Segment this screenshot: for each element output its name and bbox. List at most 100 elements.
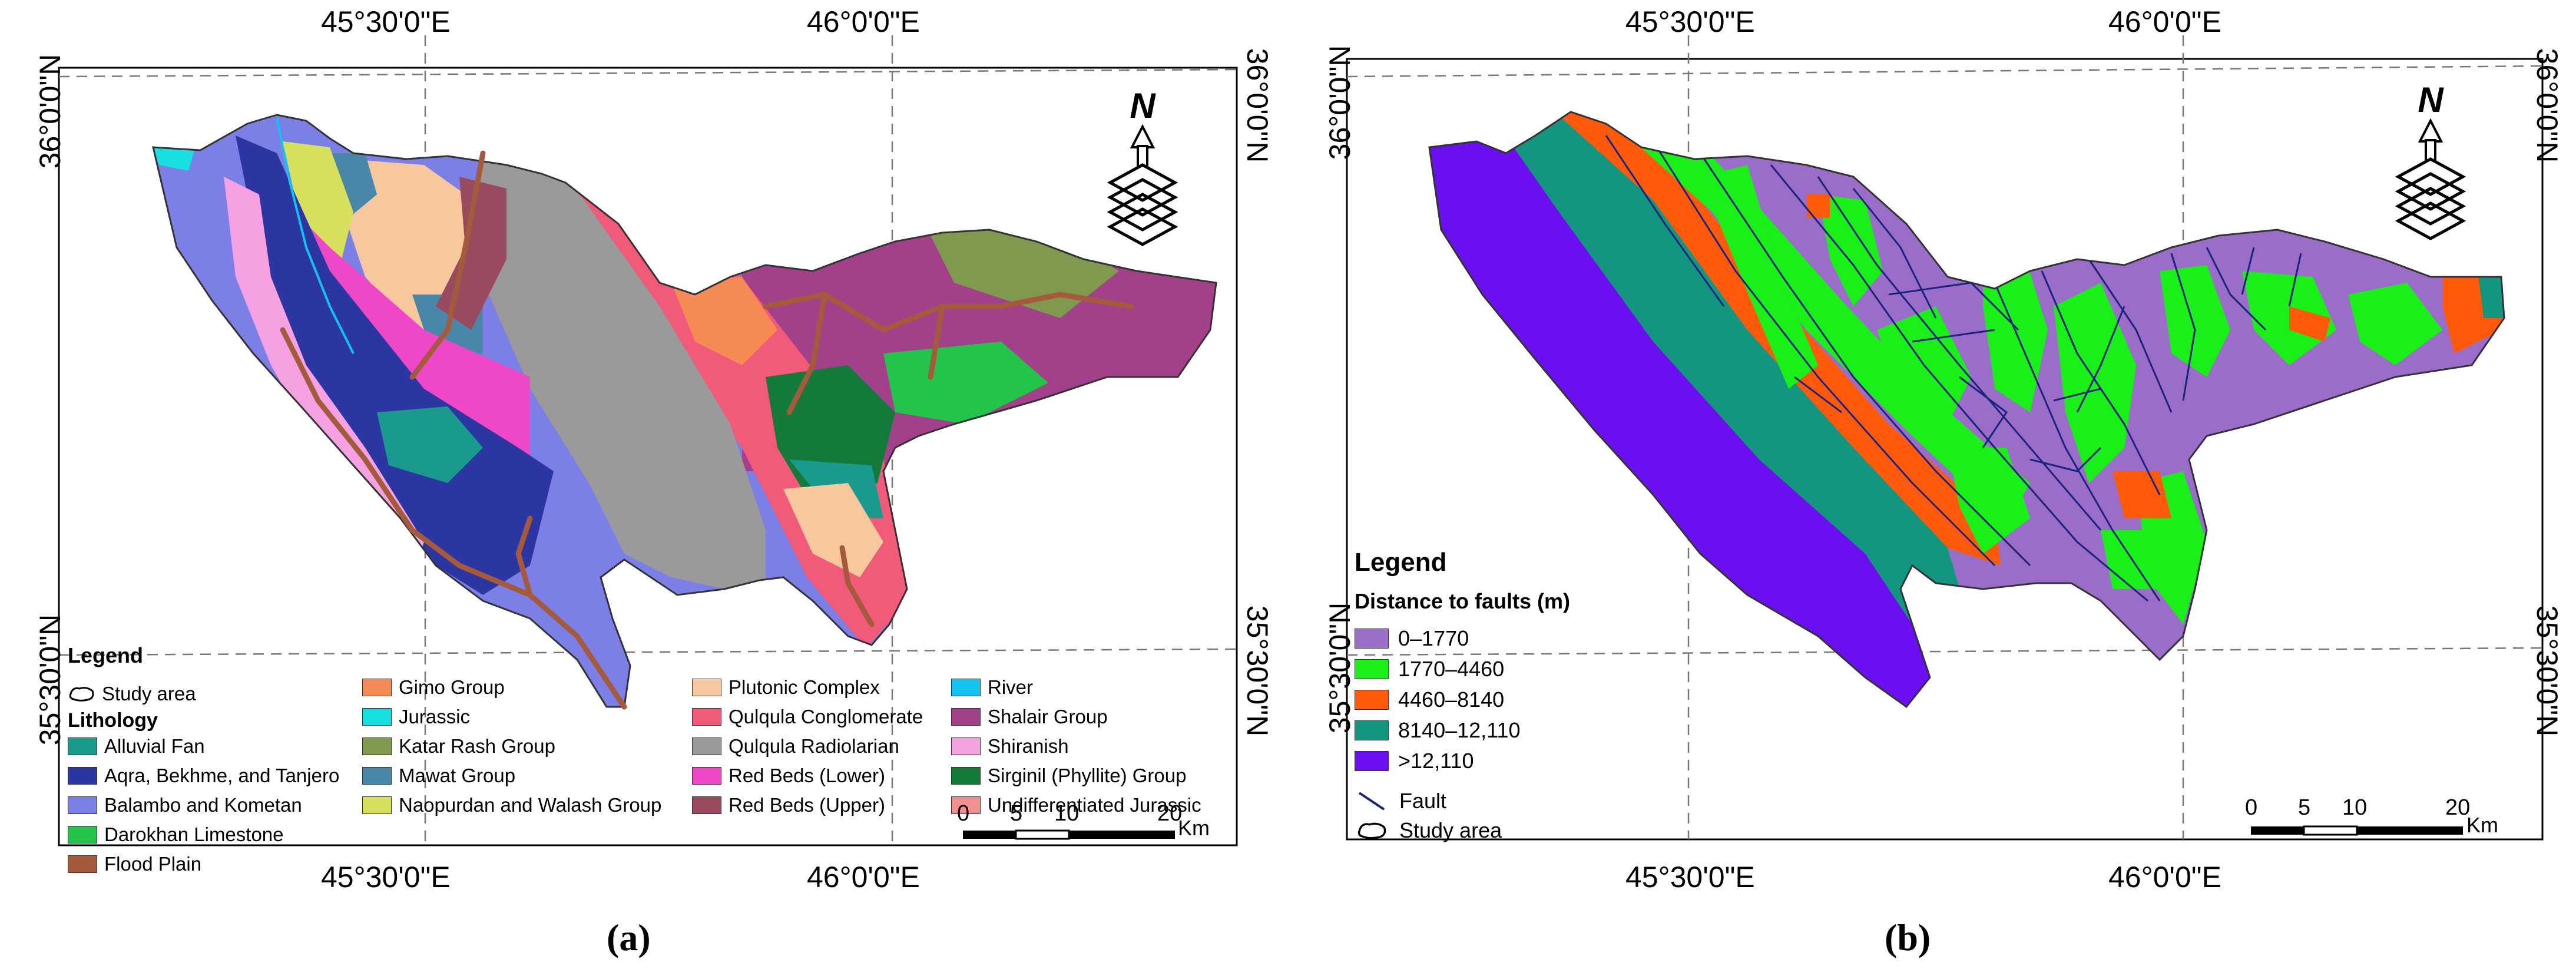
legend-a-item: Aqra, Bekhme, and Tanjero [68, 764, 339, 788]
svg-text:N: N [2418, 80, 2444, 120]
study-area-icon [69, 687, 94, 702]
legend-a-item: Mawat Group [362, 764, 515, 788]
legend-swatch [362, 767, 392, 785]
legend-a-item: Sirginil (Phyllite) Group [951, 764, 1186, 788]
fault-lines [1605, 135, 2302, 602]
legend-a-item: Naopurdan and Walash Group [362, 793, 661, 817]
lon-label-b-2: 46°0'0"E [2108, 5, 2221, 38]
map-panel-a: N [58, 35, 1238, 846]
legend-swatch [692, 679, 721, 696]
legend-label: Balambo and Kometan [104, 794, 302, 816]
legend-a-item: Darokhan Limestone [68, 823, 284, 846]
legend-a-study-area: Study area [68, 682, 196, 706]
legend-b-class: 8140–12,110 [1355, 717, 1521, 743]
legend-label: Flood Plain [104, 853, 202, 875]
legend-swatch [362, 679, 392, 696]
legend-label: Undifferentiated Jurassic [988, 794, 1201, 816]
legend-a-item: Jurassic [362, 705, 470, 729]
north-arrow-icon-b: N [2395, 80, 2466, 240]
legend-label: >12,110 [1398, 749, 1474, 773]
legend-label: Red Beds (Lower) [729, 765, 885, 786]
legend-swatch [68, 767, 97, 785]
legend-swatch [68, 796, 97, 814]
legend-a: Legend Study area Lithology Alluvial Fan… [68, 643, 1246, 875]
north-arrow-icon: N [1107, 86, 1178, 246]
legend-label: Plutonic Complex [729, 676, 880, 698]
legend-b-title: Legend [1355, 548, 1447, 577]
lon-label-a-2: 46°0'0"E [807, 5, 920, 38]
legend-a-item: Undifferentiated Jurassic [951, 793, 1201, 817]
scale-b-unit: Km [2466, 813, 2498, 837]
lat-label-b-2: 35°30'0"N [1323, 602, 1356, 734]
caption-a: (a) [607, 917, 651, 958]
lon-label-a-4: 46°0'0"E [807, 861, 920, 894]
legend-label: Qulqula Conglomerate [729, 706, 923, 727]
legend-swatch [951, 708, 981, 726]
legend-swatch [362, 796, 392, 814]
legend-a-item: Red Beds (Upper) [692, 793, 885, 817]
lat-label-a-1: 36°0'0"N [34, 54, 67, 169]
legend-b-class: >12,110 [1355, 748, 1474, 774]
lat-label-a-3: 36°0'0"N [1241, 48, 1274, 163]
legend-a-item: Shalair Group [951, 705, 1108, 729]
legend-label: Qulqula Radiolarian [729, 735, 899, 757]
lat-label-b-1: 36°0'0"N [1323, 45, 1356, 160]
fault-line-icon [1358, 792, 1385, 811]
legend-a-item: Qulqula Radiolarian [692, 735, 899, 758]
scale-bar-b [2251, 825, 2463, 836]
scale-bar-a [963, 829, 1175, 840]
legend-swatch [951, 737, 981, 755]
scale-a-ticks: 0 5 10 20 [957, 801, 1183, 826]
legend-swatch [951, 679, 981, 696]
legend-a-item: Qulqula Conglomerate [692, 705, 923, 729]
legend-swatch [1355, 629, 1389, 649]
legend-swatch [68, 737, 97, 755]
legend-a-item: Red Beds (Lower) [692, 764, 885, 788]
legend-label: Jurassic [399, 706, 471, 727]
lat-label-a-2: 35°30'0"N [34, 614, 67, 746]
legend-label: 8140–12,110 [1398, 718, 1521, 742]
legend-swatch [692, 767, 721, 785]
map-panel-b: N [1346, 35, 2544, 841]
legend-label: Shiranish [988, 735, 1069, 757]
legend-label: 4460–8140 [1398, 687, 1505, 712]
legend-a-item: Alluvial Fan [68, 735, 205, 758]
scale-b-ticks: 0 5 10 20 [2245, 795, 2471, 820]
legend-a-item: River [951, 676, 1033, 699]
lon-label-b-4: 46°0'0"E [2108, 861, 2221, 894]
legend-label: 1770–4460 [1398, 657, 1505, 681]
legend-label: Red Beds (Upper) [729, 794, 885, 816]
flood-plain-network [280, 150, 1134, 710]
legend-swatch [951, 767, 981, 785]
legend-a-item: Plutonic Complex [692, 676, 880, 699]
legend-a-item: Katar Rash Group [362, 735, 555, 758]
legend-b-study-area: Study area [1355, 818, 1502, 844]
legend-label: Darokhan Limestone [104, 823, 284, 845]
legend-label: Sirginil (Phyllite) Group [988, 765, 1187, 786]
scale-a-unit: Km [1178, 816, 1210, 840]
legend-swatch [692, 796, 721, 814]
legend-b-class: 4460–8140 [1355, 687, 1504, 713]
legend-label: Mawat Group [399, 765, 516, 786]
legend-label: River [988, 676, 1034, 698]
legend-b-fault: Fault [1355, 788, 1446, 814]
legend-a-item: Flood Plain [68, 852, 201, 876]
river-line [276, 117, 355, 354]
legend-label: Katar Rash Group [399, 735, 555, 757]
legend-label: Alluvial Fan [104, 735, 205, 757]
legend-swatch [1355, 690, 1389, 710]
legend-label: 0–1770 [1398, 626, 1469, 650]
lon-label-b-3: 45°30'0"E [1625, 861, 1755, 894]
legend-swatch [362, 737, 392, 755]
legend-label: Shalair Group [988, 706, 1108, 727]
legend-label: Aqra, Bekhme, and Tanjero [104, 765, 340, 786]
legend-swatch [1355, 720, 1389, 740]
legend-swatch [692, 737, 721, 755]
legend-label: Gimo Group [399, 676, 505, 698]
lon-label-a-1: 45°30'0"E [321, 5, 451, 38]
legend-a-title: Legend [68, 643, 144, 667]
study-area-icon-b [1357, 822, 1386, 839]
legend-swatch [1355, 659, 1389, 679]
svg-text:N: N [1130, 86, 1156, 125]
legend-swatch [1355, 751, 1389, 771]
